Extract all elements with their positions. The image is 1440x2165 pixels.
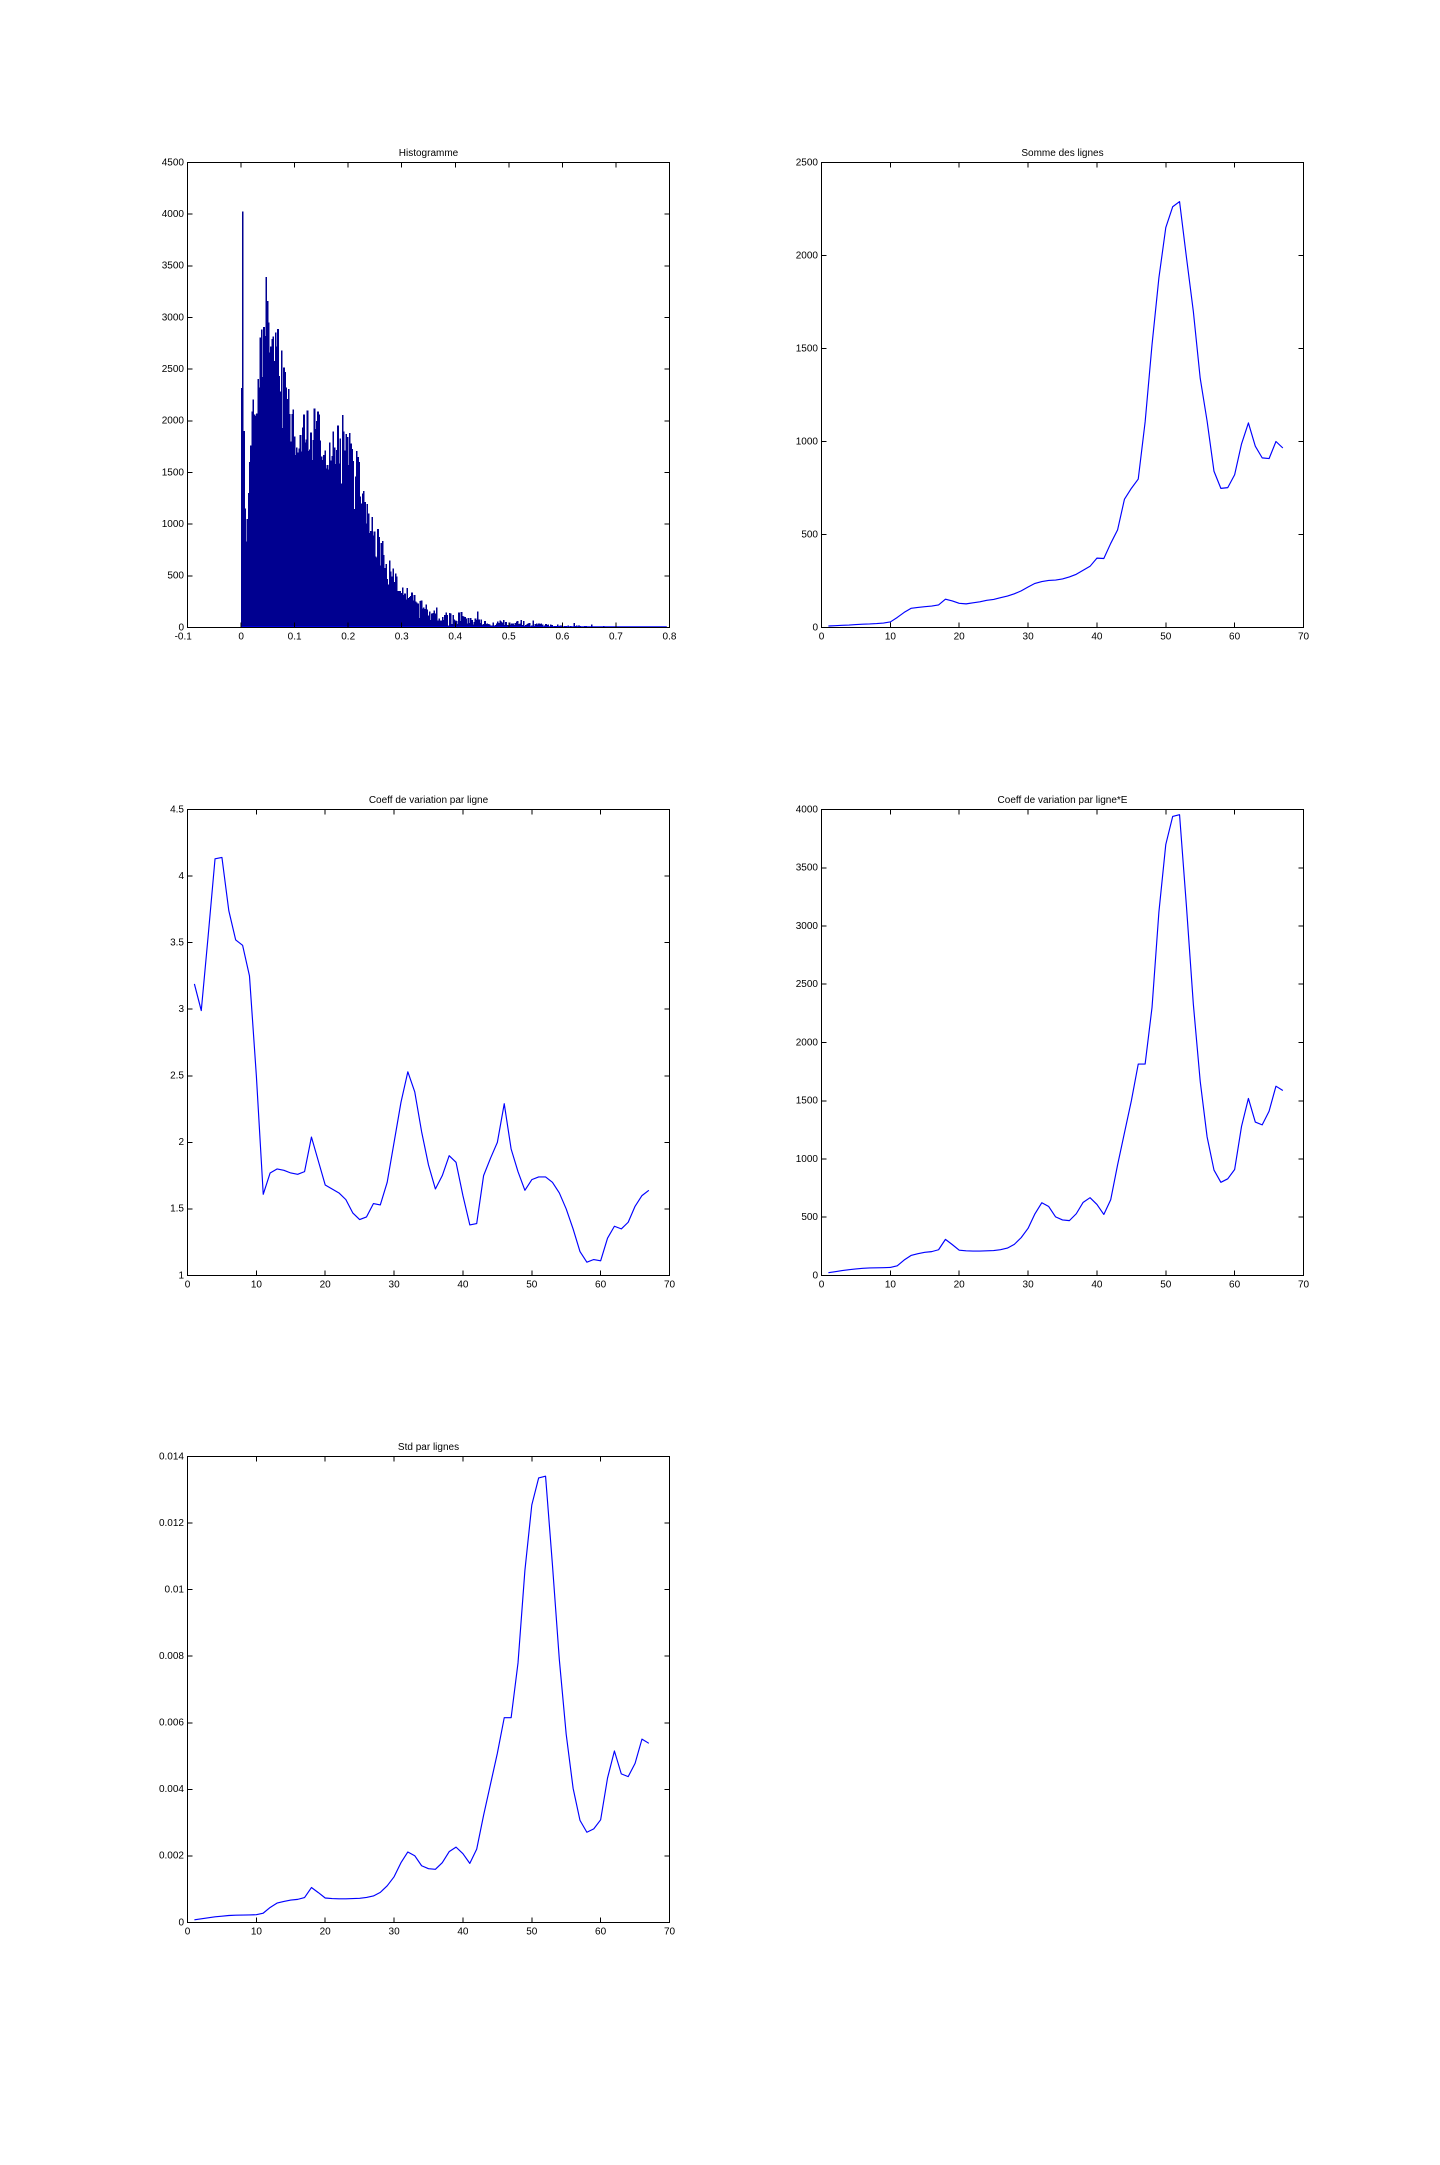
svg-text:2.5: 2.5: [170, 1071, 184, 1082]
svg-text:3000: 3000: [162, 312, 185, 323]
svg-text:0.8: 0.8: [663, 632, 677, 643]
svg-text:0.002: 0.002: [159, 1851, 184, 1862]
svg-text:0.012: 0.012: [159, 1518, 184, 1529]
svg-text:4000: 4000: [796, 804, 819, 815]
svg-text:0.6: 0.6: [555, 632, 569, 643]
svg-text:3500: 3500: [796, 863, 819, 874]
svg-text:10: 10: [251, 1927, 263, 1938]
svg-text:0.006: 0.006: [159, 1718, 184, 1729]
svg-text:3000: 3000: [796, 921, 819, 932]
svg-text:40: 40: [1091, 1280, 1103, 1291]
svg-text:500: 500: [167, 571, 184, 582]
svg-text:2000: 2000: [796, 250, 819, 261]
svg-text:60: 60: [595, 1927, 607, 1938]
svg-text:60: 60: [595, 1280, 607, 1291]
svg-text:4.5: 4.5: [170, 804, 184, 815]
svg-text:50: 50: [1160, 632, 1172, 643]
svg-text:0.4: 0.4: [448, 632, 462, 643]
svg-text:2: 2: [178, 1137, 184, 1148]
svg-text:Histogramme: Histogramme: [399, 148, 459, 159]
svg-text:2500: 2500: [162, 364, 185, 375]
svg-text:0.7: 0.7: [609, 632, 623, 643]
svg-text:0: 0: [178, 622, 184, 633]
svg-text:1000: 1000: [162, 519, 185, 530]
svg-text:1000: 1000: [796, 1154, 819, 1165]
svg-text:3: 3: [178, 1004, 184, 1015]
svg-text:1500: 1500: [796, 1096, 819, 1107]
svg-text:2500: 2500: [796, 157, 819, 168]
svg-text:4: 4: [178, 871, 184, 882]
svg-text:Coeff de variation par ligne: Coeff de variation par ligne: [369, 795, 489, 806]
svg-text:500: 500: [801, 1212, 818, 1223]
svg-text:Somme des lignes: Somme des lignes: [1021, 148, 1103, 159]
svg-text:20: 20: [954, 632, 966, 643]
svg-text:0: 0: [185, 1280, 191, 1291]
svg-text:70: 70: [664, 1280, 676, 1291]
svg-text:50: 50: [1160, 1280, 1172, 1291]
svg-text:1.5: 1.5: [170, 1204, 184, 1215]
svg-text:0.2: 0.2: [341, 632, 355, 643]
svg-text:500: 500: [801, 529, 818, 540]
svg-text:20: 20: [954, 1280, 966, 1291]
svg-text:Coeff de variation par ligne*E: Coeff de variation par ligne*E: [998, 795, 1128, 806]
svg-text:30: 30: [1023, 632, 1035, 643]
svg-text:0.1: 0.1: [288, 632, 302, 643]
svg-text:0: 0: [185, 1927, 191, 1938]
svg-text:1000: 1000: [796, 436, 819, 447]
svg-text:60: 60: [1229, 632, 1241, 643]
svg-text:2000: 2000: [796, 1037, 819, 1048]
svg-text:70: 70: [1298, 1280, 1310, 1291]
svg-text:0.008: 0.008: [159, 1651, 184, 1662]
svg-text:0: 0: [812, 622, 818, 633]
svg-text:0.3: 0.3: [395, 632, 409, 643]
svg-text:40: 40: [457, 1280, 469, 1291]
svg-text:30: 30: [389, 1280, 401, 1291]
svg-text:0: 0: [238, 632, 244, 643]
svg-text:1500: 1500: [162, 467, 185, 478]
svg-text:60: 60: [1229, 1280, 1241, 1291]
svg-text:2000: 2000: [162, 416, 185, 427]
svg-text:4000: 4000: [162, 209, 185, 220]
svg-text:0.01: 0.01: [165, 1584, 185, 1595]
svg-text:30: 30: [389, 1927, 401, 1938]
svg-text:20: 20: [320, 1927, 332, 1938]
svg-text:0.014: 0.014: [159, 1451, 184, 1462]
svg-text:1: 1: [178, 1270, 184, 1281]
svg-text:0: 0: [819, 1280, 825, 1291]
svg-text:30: 30: [1023, 1280, 1035, 1291]
svg-text:3500: 3500: [162, 261, 185, 272]
svg-text:10: 10: [251, 1280, 263, 1291]
svg-text:50: 50: [526, 1927, 538, 1938]
svg-text:0: 0: [812, 1270, 818, 1281]
svg-text:10: 10: [885, 1280, 897, 1291]
svg-text:40: 40: [457, 1927, 469, 1938]
svg-text:0: 0: [178, 1917, 184, 1928]
svg-text:70: 70: [664, 1927, 676, 1938]
svg-text:20: 20: [320, 1280, 332, 1291]
svg-text:70: 70: [1298, 632, 1310, 643]
svg-text:0.004: 0.004: [159, 1784, 184, 1795]
svg-text:2500: 2500: [796, 979, 819, 990]
svg-text:0.5: 0.5: [502, 632, 516, 643]
svg-text:0: 0: [819, 632, 825, 643]
svg-text:Std par lignes: Std par lignes: [398, 1442, 459, 1453]
svg-text:40: 40: [1091, 632, 1103, 643]
svg-text:4500: 4500: [162, 157, 185, 168]
svg-text:10: 10: [885, 632, 897, 643]
svg-text:3.5: 3.5: [170, 937, 184, 948]
svg-text:50: 50: [526, 1280, 538, 1291]
svg-text:1500: 1500: [796, 343, 819, 354]
